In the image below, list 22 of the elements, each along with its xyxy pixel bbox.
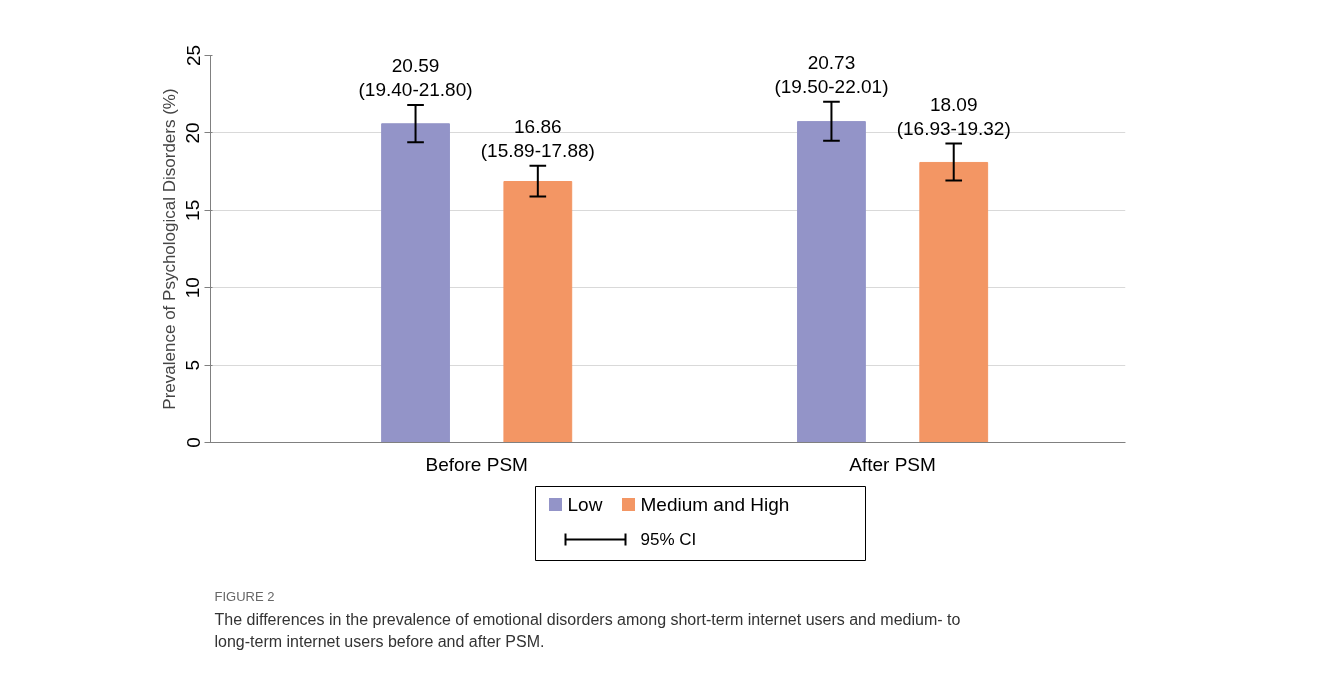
text: The differences in the prevalence of emotional disorders among short-term internet users and medium- to long-term internet users before and after PSM. <box>214 610 961 650</box>
y-tick-label: 0 <box>182 437 204 448</box>
text: 95% CI <box>640 530 697 549</box>
caption: FIGURE 2 <box>214 588 275 604</box>
bar <box>797 121 866 443</box>
data-label: 18.09 (16.93-19.32) <box>896 93 1011 139</box>
legend-label: Medium and High <box>640 494 790 515</box>
y-tick-label: 25 <box>182 44 204 67</box>
x-tick-label: After PSM <box>849 453 936 475</box>
y-tick-label: 20 <box>182 122 204 144</box>
data-label: 16.86 (15.89-17.88) <box>480 115 595 162</box>
x-tick-label: Before PSM <box>425 453 528 475</box>
y-axis-title: Prevalence of Psychological Disorders (%) <box>159 88 179 410</box>
bar <box>381 123 450 443</box>
data-label: 20.73 (19.50-22.01) <box>774 51 889 98</box>
y-tick-label: 5 <box>182 359 204 371</box>
y-tick-label: 15 <box>182 199 204 221</box>
y-tick-label: 10 <box>182 277 204 299</box>
data-label: 20.59 (19.40-21.80) <box>358 55 473 101</box>
bar <box>503 181 573 443</box>
legend-label: Low <box>567 494 603 515</box>
bar <box>919 161 989 443</box>
